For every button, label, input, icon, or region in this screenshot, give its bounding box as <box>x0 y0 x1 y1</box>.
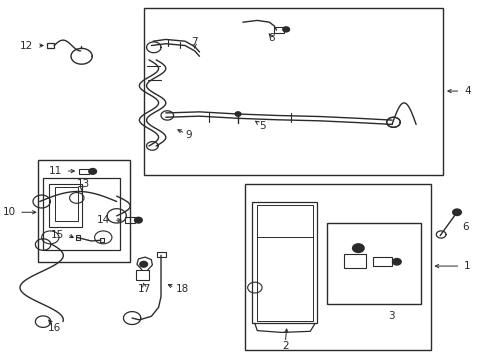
Circle shape <box>140 261 147 267</box>
Text: 14: 14 <box>97 215 110 225</box>
Bar <box>252 202 317 323</box>
Text: 7: 7 <box>191 37 198 47</box>
Bar <box>136 270 149 280</box>
Bar <box>274 27 283 33</box>
Text: 6: 6 <box>461 222 468 231</box>
Bar <box>372 257 391 266</box>
Bar <box>245 184 429 350</box>
Circle shape <box>282 27 289 32</box>
Circle shape <box>235 112 241 116</box>
Bar <box>38 160 129 262</box>
Text: 4: 4 <box>463 86 470 96</box>
Bar <box>47 43 54 48</box>
Bar <box>79 168 89 174</box>
Text: 5: 5 <box>258 121 265 131</box>
Text: 8: 8 <box>268 33 274 43</box>
Text: 9: 9 <box>185 130 192 140</box>
Text: 13: 13 <box>76 179 89 189</box>
Bar <box>157 252 165 257</box>
Text: 17: 17 <box>137 284 150 294</box>
Text: 15: 15 <box>50 230 63 239</box>
Bar <box>43 178 120 250</box>
Bar <box>257 205 312 320</box>
Text: 18: 18 <box>175 284 188 294</box>
Bar <box>76 235 80 239</box>
Bar <box>343 253 365 268</box>
Circle shape <box>134 217 142 223</box>
Text: 11: 11 <box>49 166 62 176</box>
Circle shape <box>352 244 364 252</box>
Circle shape <box>452 209 460 216</box>
Bar <box>326 223 420 304</box>
Bar <box>144 8 442 175</box>
Text: 10: 10 <box>2 207 16 217</box>
Text: 16: 16 <box>47 323 61 333</box>
Bar <box>125 217 135 223</box>
Bar <box>49 184 81 226</box>
Text: 2: 2 <box>281 341 288 351</box>
Text: 1: 1 <box>463 261 470 271</box>
Bar <box>100 238 104 242</box>
Text: 3: 3 <box>387 311 394 321</box>
Bar <box>55 187 78 221</box>
Circle shape <box>392 258 400 265</box>
Circle shape <box>89 168 96 174</box>
Text: 12: 12 <box>20 41 33 50</box>
